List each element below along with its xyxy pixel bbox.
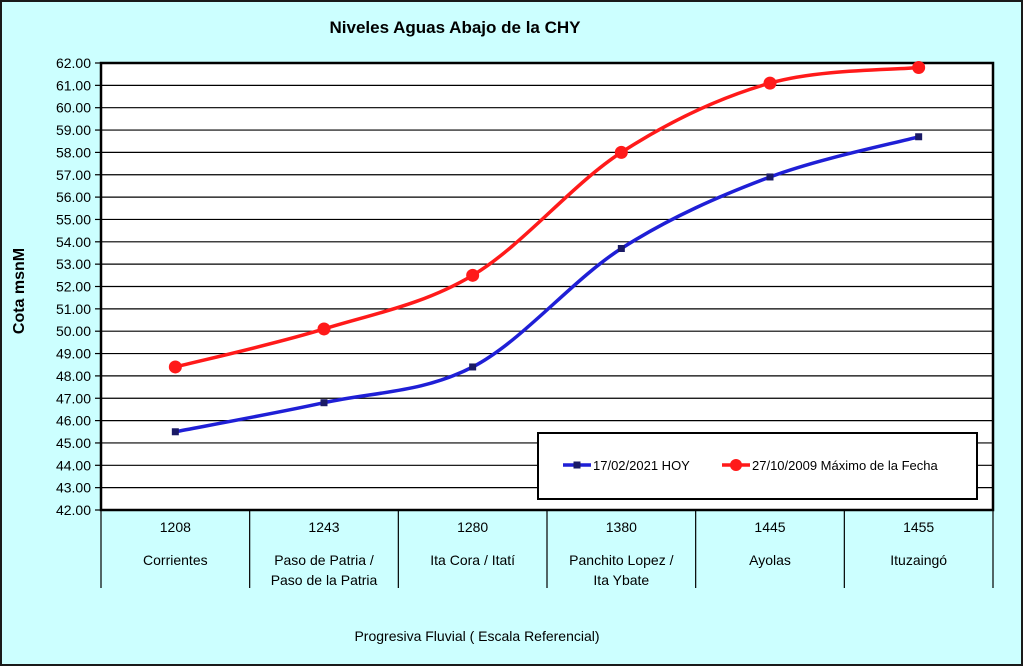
- x-tick-label: 1208: [160, 519, 191, 535]
- y-tick-label: 59.00: [56, 122, 91, 138]
- data-point: [614, 145, 628, 159]
- y-tick-label: 51.00: [56, 301, 91, 317]
- data-point: [766, 173, 774, 181]
- y-tick-label: 46.00: [56, 413, 91, 429]
- x-category-name: Panchito Lopez /: [569, 552, 673, 568]
- y-tick-label: 60.00: [56, 100, 91, 116]
- y-tick-label: 62.00: [56, 55, 91, 71]
- y-tick-label: 58.00: [56, 144, 91, 160]
- x-category-name: Paso de la Patria: [271, 572, 378, 588]
- x-category-name: Ayolas: [749, 552, 791, 568]
- y-tick-label: 45.00: [56, 435, 91, 451]
- legend-marker: [573, 461, 581, 469]
- data-point: [317, 322, 331, 336]
- x-category-name: Ita Ybate: [593, 572, 649, 588]
- y-tick-label: 48.00: [56, 368, 91, 384]
- y-tick-label: 49.00: [56, 346, 91, 362]
- legend-box: [537, 432, 978, 500]
- y-axis-label: Cota msnM: [11, 248, 28, 334]
- y-tick-label: 47.00: [56, 390, 91, 406]
- chart-title: Niveles Aguas Abajo de la CHY: [330, 18, 582, 37]
- y-tick-label: 61.00: [56, 77, 91, 93]
- y-tick-label: 53.00: [56, 256, 91, 272]
- x-tick-label: 1455: [903, 519, 934, 535]
- x-tick-label: 1445: [754, 519, 785, 535]
- x-axis-categories: 1208 Corrientes 1243 Paso de Patria / Paso d…: [100, 510, 994, 588]
- data-point: [915, 133, 923, 141]
- x-category-name: Paso de Patria /: [274, 552, 374, 568]
- data-point: [320, 399, 328, 407]
- legend-marker: [730, 459, 742, 471]
- x-category-name: Ita Cora / Itatí: [430, 552, 515, 568]
- y-tick-label: 57.00: [56, 167, 91, 183]
- data-point: [469, 363, 477, 371]
- y-tick-label: 52.00: [56, 279, 91, 295]
- x-tick-label: 1243: [308, 519, 339, 535]
- x-tick-label: 1380: [606, 519, 637, 535]
- data-point: [912, 60, 926, 74]
- data-point: [763, 76, 777, 90]
- x-category-name: Ituzaingó: [890, 552, 947, 568]
- legend: 17/02/2021 HOY 27/10/2009 Máximo de la Fe…: [537, 432, 978, 500]
- data-point: [171, 428, 179, 436]
- legend-label: 27/10/2009 Máximo de la Fecha: [752, 458, 938, 473]
- series-layer: [168, 60, 926, 436]
- x-tick-label: 1280: [457, 519, 488, 535]
- data-point: [466, 268, 480, 282]
- y-tick-label: 44.00: [56, 457, 91, 473]
- x-axis-label: Progresiva Fluvial ( Escala Referencial): [354, 628, 599, 644]
- series-line: [174, 65, 919, 369]
- data-point: [617, 245, 625, 253]
- y-tick-label: 50.00: [56, 323, 91, 339]
- y-tick-label: 43.00: [56, 480, 91, 496]
- y-tick-label: 42.00: [56, 502, 91, 518]
- data-point: [168, 360, 182, 374]
- y-tick-label: 56.00: [56, 189, 91, 205]
- y-tick-label: 55.00: [56, 211, 91, 227]
- series-line: [174, 135, 920, 434]
- y-tick-label: 54.00: [56, 234, 91, 250]
- legend-label: 17/02/2021 HOY: [593, 458, 690, 473]
- x-category-name: Corrientes: [143, 552, 208, 568]
